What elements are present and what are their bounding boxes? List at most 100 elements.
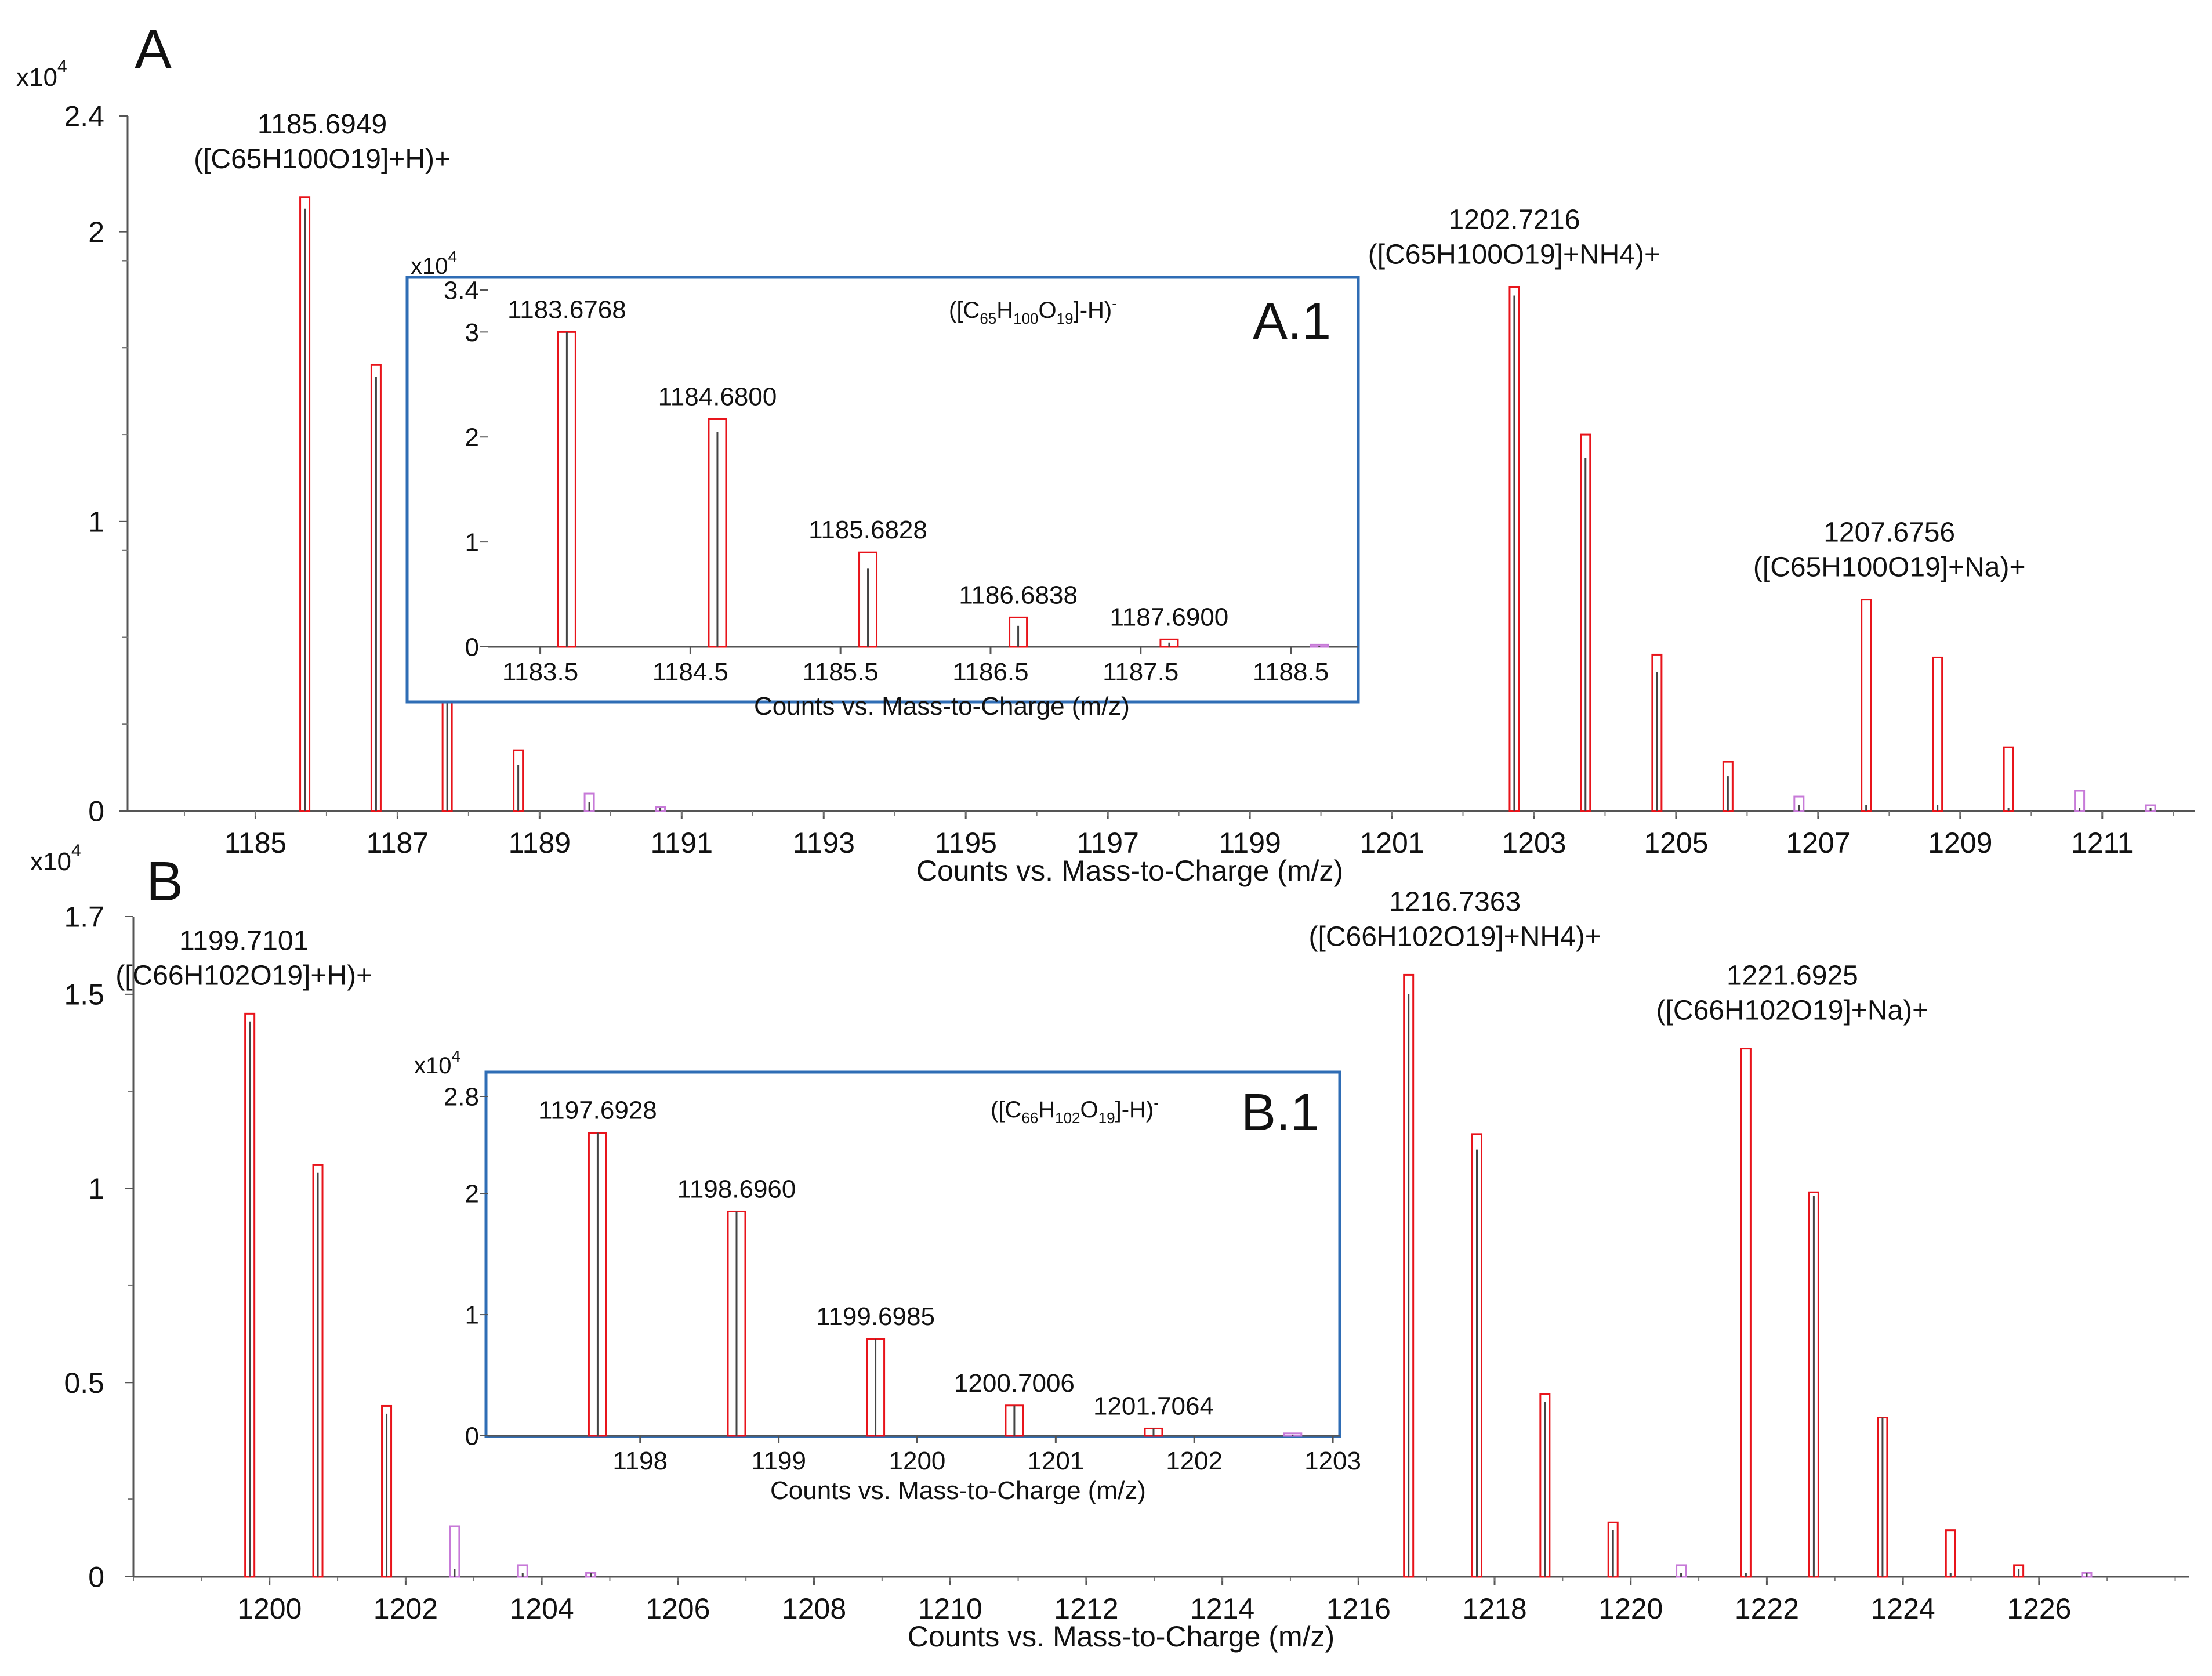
b1-x-tick-label: 1203 xyxy=(1304,1447,1361,1475)
a1-x-tick-label: 1185.5 xyxy=(803,658,879,686)
panel-a-exponent: x104 xyxy=(16,57,67,92)
inset-a1-ion-h-letter: H xyxy=(996,298,1013,323)
inset-b1-ion-formula: ([C66H102O19]-H)- xyxy=(991,1094,1159,1127)
panel-a-x-axis-label: Counts vs. Mass-to-Charge (m/z) xyxy=(916,855,1343,887)
b1-peak-mz-label: 1201.7064 xyxy=(1093,1392,1214,1420)
b-peak-mz-label: 1199.7101 xyxy=(179,925,309,956)
a1-x-tick-label: 1183.5 xyxy=(502,658,578,686)
a-peak-mz-label: 1207.6756 xyxy=(1823,517,1955,548)
b1-y-tick-label: 0 xyxy=(465,1422,479,1450)
inset-b1-annotations: 1197.6928 1198.6960 1199.6985 1200.7006 1201… xyxy=(538,1096,1214,1421)
b1-peak-mz-label: 1200.7006 xyxy=(954,1369,1075,1398)
inset-a1-exponent-base: x10 xyxy=(411,254,448,279)
a-peak-ion-label: ([C65H100O19]+Na)+ xyxy=(1753,552,2026,583)
a1-y-tick-label: 3 xyxy=(465,318,479,347)
inset-a1-y-axis: 0 1 2 3 3.4 xyxy=(444,276,488,661)
inset-b1-ion-charge: - xyxy=(1154,1094,1159,1112)
panel-a-annotations: 1185.6949 ([C65H100O19]+H)+ 1202.7216 ([C65… xyxy=(194,109,2025,583)
a-x-tick-label: 1187 xyxy=(367,827,429,859)
b-y-tick-label: 1.7 xyxy=(64,901,104,933)
b-x-tick-label: 1214 xyxy=(1190,1592,1254,1625)
b1-y-tick-label: 2.8 xyxy=(444,1083,479,1111)
panel-b-exponent-power: 4 xyxy=(71,841,81,860)
inset-a1-ion-o-letter: O xyxy=(1039,298,1057,323)
b-x-tick-label: 1224 xyxy=(1871,1592,1935,1625)
a-x-tick-label: 1185 xyxy=(224,827,287,859)
panel-a-y-axis: 0 1 2 2.4 xyxy=(64,100,129,828)
inset-b1-y-axis: 0 1 2 2.8 xyxy=(444,1083,488,1450)
inset-a1-ion-o: 19 xyxy=(1057,310,1074,327)
panel-b-annotations: 1199.7101 ([C66H102O19]+H)+ 1216.7363 ([C66… xyxy=(115,886,1928,1026)
panel-b-exponent: x104 xyxy=(30,841,81,876)
a1-x-tick-label: 1186.5 xyxy=(952,658,1028,686)
a-x-tick-label: 1197 xyxy=(1076,827,1139,859)
panel-b-x-axis-label: Counts vs. Mass-to-Charge (m/z) xyxy=(908,1620,1335,1653)
a-x-tick-label: 1211 xyxy=(2071,827,2134,859)
b-peak-mz-label: 1221.6925 xyxy=(1727,961,1858,991)
inset-b1-ion-suffix: ]-H) xyxy=(1115,1097,1154,1123)
inset-a1-x-axis: 1183.5 1184.5 1185.5 1186.5 1187.5 1188.5 xyxy=(488,646,1358,686)
panel-b-y-axis: 0 0.5 1 1.5 1.7 xyxy=(64,901,135,1594)
a1-x-tick-label: 1184.5 xyxy=(652,658,728,686)
a-peak-ion-label: ([C65H100O19]+H)+ xyxy=(194,144,451,175)
inset-a1-label: A.1 xyxy=(1253,292,1331,350)
b1-x-tick-label: 1199 xyxy=(751,1447,806,1475)
inset-b1-ion-c: 66 xyxy=(1021,1109,1038,1127)
panel-b-x-axis: 1200 1202 1204 1206 1208 1210 1212 1214 1216 1218… xyxy=(133,1576,2189,1625)
a1-peak-mz-label: 1183.6768 xyxy=(507,295,626,324)
inset-a1-ion-prefix: ([C xyxy=(949,298,980,323)
b-x-tick-label: 1226 xyxy=(2007,1592,2071,1625)
panel-b-exponent-base: x10 xyxy=(30,848,71,876)
panel-a-x-axis: 1185 1187 1189 1191 1193 1195 1197 1199 1201 1203… xyxy=(128,810,2195,859)
inset-b1-exponent: x104 xyxy=(414,1047,460,1078)
inset-b1-frame xyxy=(484,1070,1341,1438)
a1-peak-mz-label: 1186.6838 xyxy=(959,581,1078,609)
a-peak-mz-label: 1185.6949 xyxy=(258,109,387,140)
a1-y-tick-label: 2 xyxy=(465,423,479,452)
a-y-tick-label: 2 xyxy=(88,216,104,248)
inset-a1-frame xyxy=(405,276,1360,704)
b-peak-ion-label: ([C66H102O19]+H)+ xyxy=(115,960,372,991)
a-x-tick-label: 1193 xyxy=(792,827,855,859)
b-x-tick-label: 1220 xyxy=(1598,1592,1663,1625)
b-x-tick-label: 1210 xyxy=(918,1592,982,1625)
inset-b1-x-axis: 1198 1199 1200 1201 1202 1203 xyxy=(488,1435,1361,1475)
b-peak-ion-label: ([C66H102O19]+NH4)+ xyxy=(1309,921,1601,952)
panel-a-exponent-power: 4 xyxy=(57,57,67,76)
a1-peak-mz-label: 1187.6900 xyxy=(1110,603,1229,631)
b-peak-ion-label: ([C66H102O19]+Na)+ xyxy=(1656,996,1929,1026)
b-x-tick-label: 1202 xyxy=(373,1592,438,1625)
b-x-tick-label: 1206 xyxy=(646,1592,710,1625)
a1-peak-mz-label: 1185.6828 xyxy=(808,516,927,544)
a-x-tick-label: 1201 xyxy=(1359,827,1424,859)
b-x-tick-label: 1216 xyxy=(1326,1592,1391,1625)
a-theoretical-bar xyxy=(2003,746,2014,812)
b-y-tick-label: 1.5 xyxy=(64,978,104,1011)
a-x-tick-label: 1207 xyxy=(1786,827,1850,859)
a-x-tick-label: 1209 xyxy=(1928,827,1992,859)
b1-peak-mz-label: 1198.6960 xyxy=(677,1175,796,1203)
inset-a1-exponent: x104 xyxy=(411,248,457,279)
b-y-tick-label: 1 xyxy=(88,1172,104,1205)
b1-x-tick-label: 1198 xyxy=(612,1447,668,1475)
inset-b1-exponent-power: 4 xyxy=(452,1047,461,1065)
b-theoretical-bar xyxy=(1945,1529,1956,1578)
a1-y-tick-label: 0 xyxy=(465,633,479,661)
b-peak-mz-label: 1216.7363 xyxy=(1389,886,1521,917)
a-x-tick-label: 1195 xyxy=(934,827,997,859)
panel-b: B x104 00.511.51.7 1200 1202 1204 1206 1208 1… xyxy=(30,841,2189,1653)
inset-b1-ion-h-letter: H xyxy=(1038,1097,1055,1123)
inset-b1-bars xyxy=(588,1132,1303,1437)
inset-a1-ion-charge: - xyxy=(1112,295,1117,312)
b1-y-tick-label: 1 xyxy=(465,1301,479,1329)
a-y-tick-label: 2.4 xyxy=(64,100,104,133)
b-x-tick-label: 1222 xyxy=(1735,1592,1799,1625)
b1-x-tick-label: 1202 xyxy=(1166,1447,1223,1475)
a-x-tick-label: 1191 xyxy=(651,827,713,859)
a-peak-ion-label: ([C65H100O19]+NH4)+ xyxy=(1368,240,1660,270)
a-y-tick-label: 1 xyxy=(88,505,104,538)
inset-a1-ion-suffix: ]-H) xyxy=(1074,298,1112,323)
b1-x-tick-label: 1201 xyxy=(1027,1447,1084,1475)
b1-peak-mz-label: 1199.6985 xyxy=(816,1302,935,1331)
